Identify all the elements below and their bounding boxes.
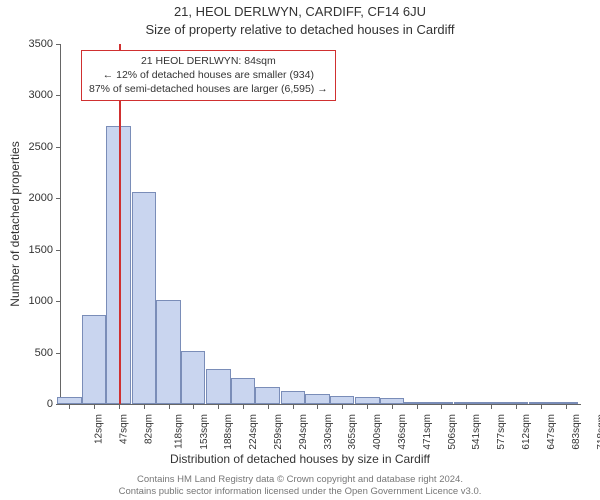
info-line-3: 87% of semi-detached houses are larger (… [89, 82, 328, 96]
histogram-bar [330, 396, 355, 404]
x-tick-label: 683sqm [571, 414, 582, 450]
x-tick-label: 12sqm [94, 414, 105, 444]
x-tick-label: 224sqm [248, 414, 259, 450]
x-tick [317, 404, 318, 409]
x-tick [94, 404, 95, 409]
x-tick-label: 259sqm [273, 414, 284, 450]
x-tick-label: 647sqm [546, 414, 557, 450]
x-tick [144, 404, 145, 409]
y-tick-label: 3500 [29, 38, 53, 50]
histogram-bar [305, 394, 330, 404]
histogram-bar [132, 192, 157, 404]
y-tick-label: 2000 [29, 192, 53, 204]
x-tick [293, 404, 294, 409]
y-tick [56, 95, 61, 96]
x-tick-label: 436sqm [397, 414, 408, 450]
x-tick-label: 330sqm [323, 414, 334, 450]
info-line-2: ← 12% of detached houses are smaller (93… [89, 68, 328, 82]
x-tick [516, 404, 517, 409]
footer: Contains HM Land Registry data © Crown c… [0, 474, 600, 498]
x-tick [566, 404, 567, 409]
histogram-bar [57, 397, 82, 404]
x-tick [367, 404, 368, 409]
x-tick-label: 188sqm [223, 414, 234, 450]
info-box: 21 HEOL DERLWYN: 84sqm ← 12% of detached… [81, 50, 336, 101]
y-tick [56, 250, 61, 251]
x-tick [169, 404, 170, 409]
y-tick-label: 1000 [29, 295, 53, 307]
x-tick [392, 404, 393, 409]
x-tick-label: 718sqm [596, 414, 600, 450]
histogram-bar [82, 315, 107, 404]
histogram-bar [355, 397, 380, 404]
x-tick [491, 404, 492, 409]
x-tick-label: 506sqm [447, 414, 458, 450]
x-tick [69, 404, 70, 409]
info-line-1: 21 HEOL DERLWYN: 84sqm [89, 54, 328, 68]
plot-area: 21 HEOL DERLWYN: 84sqm ← 12% of detached… [60, 44, 581, 405]
y-tick-label: 500 [35, 347, 53, 359]
footer-line-2: Contains public sector information licen… [0, 486, 600, 498]
y-tick-label: 0 [47, 398, 53, 410]
x-tick-label: 82sqm [143, 414, 154, 444]
x-tick-label: 577sqm [497, 414, 508, 450]
y-axis-title: Number of detached properties [8, 141, 22, 306]
x-tick [243, 404, 244, 409]
footer-line-1: Contains HM Land Registry data © Crown c… [0, 474, 600, 486]
x-axis-title: Distribution of detached houses by size … [0, 452, 600, 466]
x-tick-label: 400sqm [372, 414, 383, 450]
histogram-bar [181, 351, 206, 404]
x-tick-label: 471sqm [422, 414, 433, 450]
x-tick-label: 541sqm [471, 414, 482, 450]
x-tick [541, 404, 542, 409]
x-tick [218, 404, 219, 409]
x-tick [342, 404, 343, 409]
x-tick-label: 612sqm [521, 414, 532, 450]
x-tick [119, 404, 120, 409]
y-tick [56, 404, 61, 405]
x-tick-label: 118sqm [173, 414, 184, 449]
histogram-bar [231, 378, 256, 404]
y-tick [56, 301, 61, 302]
x-tick-label: 365sqm [348, 414, 359, 450]
y-tick [56, 44, 61, 45]
x-tick-label: 294sqm [298, 414, 309, 450]
main-title: 21, HEOL DERLWYN, CARDIFF, CF14 6JU [0, 4, 600, 19]
y-tick-label: 2500 [29, 141, 53, 153]
histogram-bar [156, 300, 181, 404]
x-tick-label: 47sqm [119, 414, 130, 444]
y-tick [56, 147, 61, 148]
histogram-bar [206, 369, 231, 404]
x-tick-label: 153sqm [199, 414, 210, 450]
histogram-bar [255, 387, 280, 404]
x-tick [193, 404, 194, 409]
y-tick-label: 1500 [29, 244, 53, 256]
chart-container: 21, HEOL DERLWYN, CARDIFF, CF14 6JU Size… [0, 0, 600, 500]
histogram-bar [281, 391, 306, 404]
subtitle: Size of property relative to detached ho… [0, 22, 600, 37]
y-tick [56, 353, 61, 354]
x-tick [268, 404, 269, 409]
y-tick-label: 3000 [29, 89, 53, 101]
x-tick [417, 404, 418, 409]
x-tick [441, 404, 442, 409]
y-tick [56, 198, 61, 199]
x-tick [466, 404, 467, 409]
